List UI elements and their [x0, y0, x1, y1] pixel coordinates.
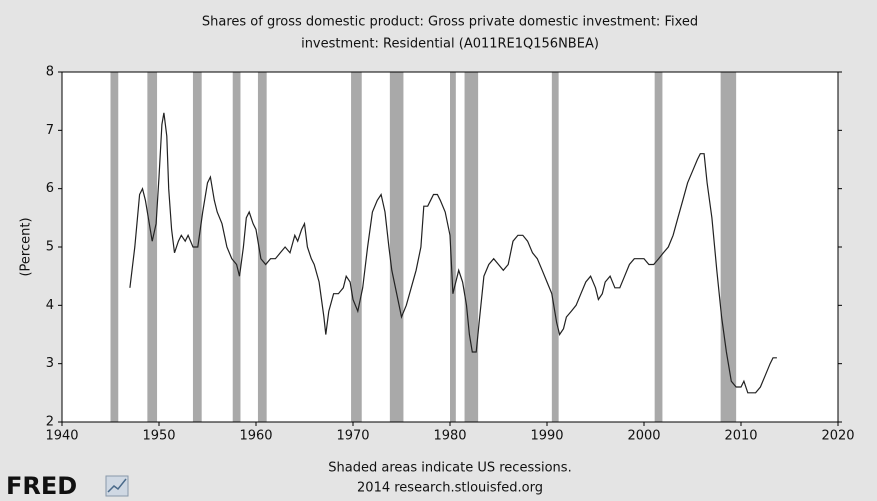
- chart-title: investment: Residential (A011RE1Q156NBEA…: [301, 37, 599, 52]
- x-tick-label: 2020: [821, 429, 854, 444]
- recession-band: [720, 72, 737, 422]
- y-tick-label: 7: [46, 123, 54, 138]
- x-tick-label: 1950: [142, 429, 175, 444]
- y-tick-label: 4: [46, 298, 54, 313]
- y-tick-label: 6: [46, 181, 54, 196]
- x-tick-label: 1970: [336, 429, 369, 444]
- y-tick-label: 2: [46, 415, 54, 430]
- source: 2014 research.stlouisfed.org: [357, 481, 543, 496]
- recession-band: [551, 72, 559, 422]
- y-tick-label: 5: [46, 240, 54, 255]
- chart-title: Shares of gross domestic product: Gross …: [202, 15, 698, 30]
- recession-band: [110, 72, 119, 422]
- data-line: [129, 112, 777, 394]
- recession-band: [389, 72, 404, 422]
- y-tick-label: 3: [46, 356, 54, 371]
- recession-band: [257, 72, 267, 422]
- recession-band: [147, 72, 158, 422]
- recession-band: [464, 72, 479, 422]
- x-tick-label: 2000: [627, 429, 660, 444]
- logo-icon: [105, 475, 129, 497]
- recession-band: [654, 72, 663, 422]
- note: Shaded areas indicate US recessions.: [328, 461, 571, 476]
- recession-band: [232, 72, 241, 422]
- y-axis-label: (Percent): [19, 217, 34, 276]
- recession-band: [351, 72, 362, 422]
- x-tick-label: 1980: [433, 429, 466, 444]
- x-tick-label: 2010: [724, 429, 757, 444]
- x-tick-label: 1960: [239, 429, 272, 444]
- logo: FRED: [6, 472, 77, 500]
- x-tick-label: 1990: [530, 429, 563, 444]
- recession-band: [450, 72, 456, 422]
- y-tick-label: 8: [46, 65, 54, 80]
- x-tick-label: 1940: [45, 429, 78, 444]
